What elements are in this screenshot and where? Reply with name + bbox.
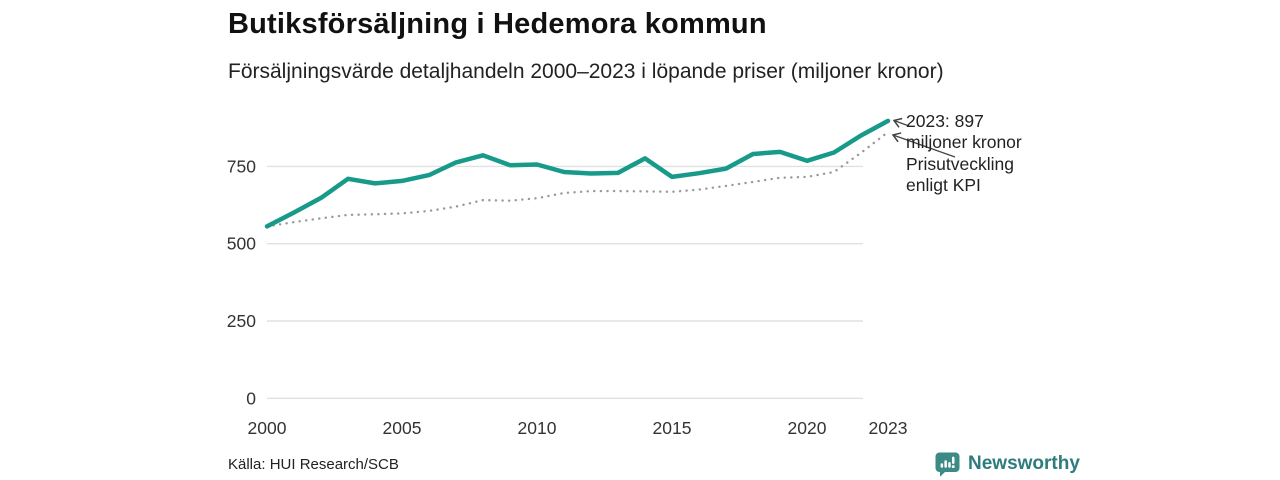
newsworthy-brand-link[interactable]: Newsworthy (934, 450, 1080, 478)
kpi-dotted-line (265, 130, 890, 228)
source-note: Källa: HUI Research/SCB (228, 456, 399, 473)
annotation-arrows (891, 117, 956, 158)
arrow-to-sales-line (892, 117, 910, 128)
x-tick-label: 2015 (653, 418, 692, 438)
arrow-to-kpi-line (891, 132, 956, 158)
annotation-line: miljoner kronor (906, 132, 1022, 152)
x-tick-label: 2005 (383, 418, 422, 438)
data-series (264, 118, 891, 229)
x-tick-label: 2000 (248, 418, 287, 438)
x-tick-label: 2020 (788, 418, 827, 438)
y-tick-label: 750 (227, 156, 256, 176)
annotation-line: 2023: 897 (906, 111, 984, 131)
x-tick-label: 2023 (869, 418, 908, 438)
annotation-latest-value: 2023: 897 miljoner kronor (906, 111, 1022, 153)
axis-tick-labels: 0 250 500 750 2000 2005 2010 2015 2020 2023 (227, 156, 908, 438)
page-title: Butiksförsäljning i Hedemora kommun (228, 8, 767, 40)
y-tick-label: 250 (227, 311, 256, 331)
y-tick-label: 500 (227, 234, 256, 254)
annotation-kpi-label: Prisutveckling enligt KPI (906, 154, 1014, 196)
newsworthy-logo-icon (935, 452, 960, 477)
brand-name: Newsworthy (968, 453, 1080, 474)
x-tick-label: 2010 (518, 418, 557, 438)
annotation-line: enligt KPI (906, 175, 981, 195)
sales-line (264, 118, 891, 229)
chart-subtitle: Försäljningsvärde detaljhandeln 2000–202… (228, 60, 944, 83)
annotation-line: Prisutveckling (906, 154, 1014, 174)
gridlines (267, 165, 863, 399)
y-tick-label: 0 (246, 388, 256, 408)
